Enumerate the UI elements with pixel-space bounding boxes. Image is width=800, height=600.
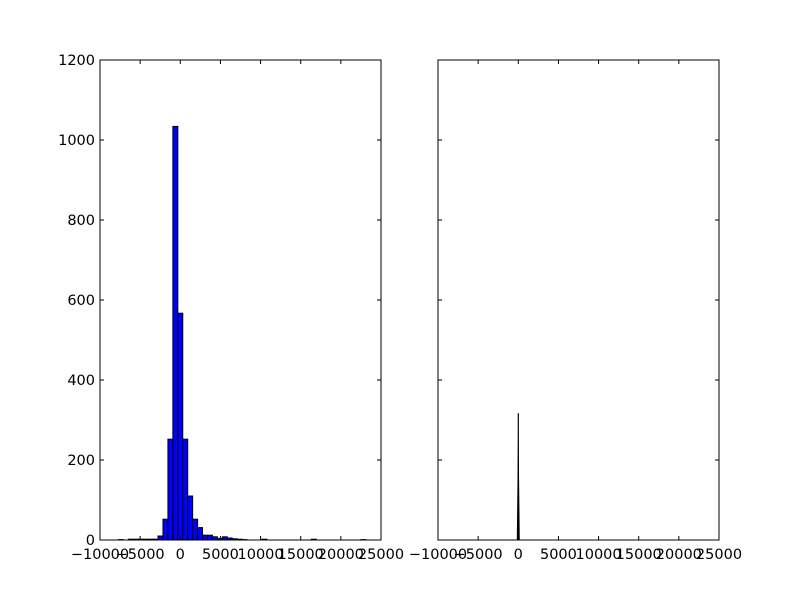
histogram-bar (206, 534, 213, 541)
histogram-bar (157, 535, 164, 541)
x-tick-label: 25000 (358, 547, 404, 563)
axes-frame (437, 59, 720, 541)
y-tick-label: 800 (67, 213, 95, 229)
histogram-bar (192, 518, 199, 541)
x-tick-label: 10000 (576, 547, 622, 563)
histogram-bar (172, 125, 179, 541)
x-tick-label: −5000 (116, 547, 165, 563)
x-tick-label: 10000 (238, 547, 284, 563)
x-tick-label: −10000 (71, 547, 129, 563)
x-tick-label: 5000 (540, 547, 577, 563)
x-tick-label: 15000 (278, 547, 324, 563)
x-tick-label: 20000 (656, 547, 702, 563)
y-tick-label: 0 (86, 533, 95, 549)
y-tick-label: 1000 (58, 133, 95, 149)
histogram-bar (182, 438, 189, 541)
y-tick-label: 600 (67, 293, 95, 309)
x-tick-label: 25000 (696, 547, 742, 563)
x-tick-label: 20000 (318, 547, 364, 563)
x-tick-label: −5000 (454, 547, 503, 563)
x-tick-label: 15000 (616, 547, 662, 563)
histogram-bar (187, 495, 194, 541)
x-tick-label: 5000 (202, 547, 239, 563)
x-tick-label: 0 (514, 547, 523, 563)
x-tick-label: 0 (176, 547, 185, 563)
histogram-bar (162, 518, 169, 541)
y-tick-label: 400 (67, 373, 95, 389)
axes-frame (99, 59, 382, 541)
y-tick-label: 1200 (58, 53, 95, 69)
x-tick-label: −10000 (409, 547, 467, 563)
histogram-bar (202, 534, 208, 541)
histogram-bar (167, 438, 174, 541)
histogram-bar (177, 312, 184, 541)
histogram-bar (197, 527, 204, 541)
y-tick-label: 200 (67, 453, 95, 469)
